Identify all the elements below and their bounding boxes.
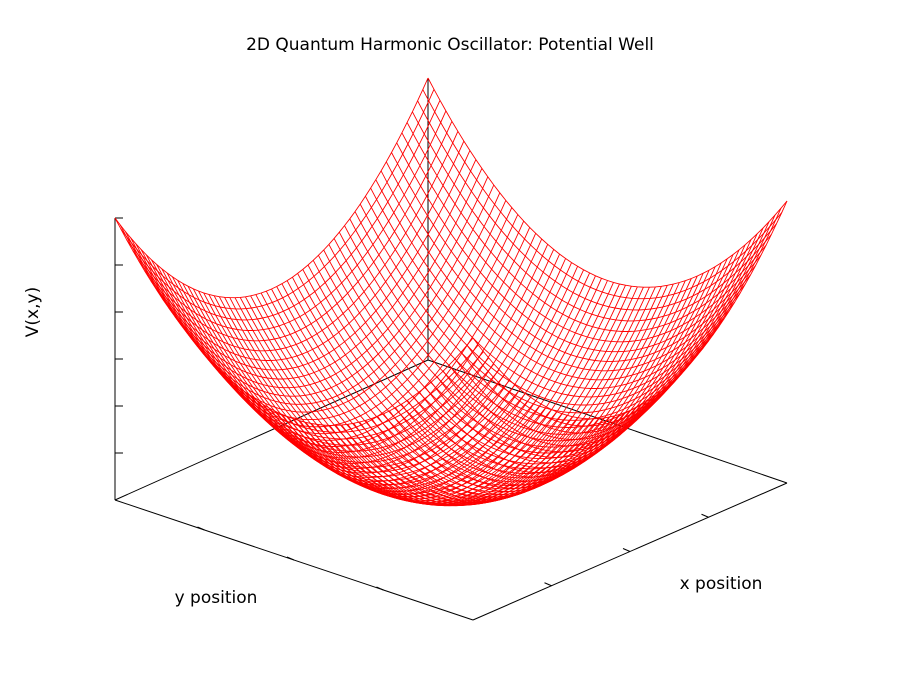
mesh-line-x [125,231,484,440]
mesh-line-y [269,269,585,490]
floor-edge-back-right [427,359,788,484]
mesh-line-y [186,192,501,413]
mesh-line-y [275,272,591,493]
mesh-line-y [162,159,477,380]
mesh-line-y [138,121,453,342]
x-tick [622,548,631,552]
mesh-line-y [424,249,740,469]
mesh-line-y [436,239,752,458]
mesh-line-y [329,287,644,507]
mesh-line-y [174,176,489,397]
mesh-line-x [427,77,788,288]
y-tick [376,586,384,591]
mesh-line-y [472,200,788,420]
mesh-line-y [144,131,459,352]
mesh-line-x [365,195,725,406]
mesh-line-y [168,168,483,389]
potential-surface-mesh [114,77,788,507]
y-tick [286,556,295,561]
axis-ticks [115,217,709,591]
mesh-line-y [120,89,435,310]
mesh-line-x [406,122,767,332]
mesh-line-y [114,77,429,299]
mesh-line-y [412,258,728,478]
x-tick [701,513,709,518]
mesh-line-y [389,273,704,492]
z-axis-label: V(x,y) [23,287,43,337]
mesh-line-y [156,150,471,371]
mesh-line-y [293,280,608,500]
mesh-line-x [166,272,526,482]
mesh-line-x [391,152,751,362]
mesh-line-y [126,100,441,321]
mesh-line-y [281,275,596,496]
mesh-line-y [430,244,746,464]
mesh-line-y [442,233,758,453]
mesh-line-x [417,100,777,311]
chart-title: 2D Quantum Harmonic Oscillator: Potentia… [246,35,654,55]
mesh-line-y [466,208,782,427]
mesh-line-y [287,278,602,498]
y-tick [197,526,205,531]
mesh-line-x [412,111,772,322]
mesh-line-y [448,227,764,447]
mesh-line-y [407,262,722,482]
mesh-line-x [239,297,599,506]
mesh-line-y [454,221,770,440]
mesh-line-y [335,287,650,507]
x-tick [544,582,552,587]
y-axis-label: y position [175,588,258,608]
x-axis-label: x position [680,574,763,594]
mesh-line-y [150,140,465,361]
mesh-line-y [460,214,776,434]
mesh-line-y [311,285,626,505]
mesh-line-y [305,283,620,504]
mesh-line-y [263,266,579,486]
mesh-line-y [395,269,710,489]
mesh-line-y [132,110,447,331]
mesh-line-x [151,259,510,468]
mesh-line-y [323,286,638,506]
mesh-line-y [418,254,734,473]
mesh-line-y [180,184,495,405]
mesh-line-y [401,266,716,486]
mesh-line-y [317,286,632,506]
